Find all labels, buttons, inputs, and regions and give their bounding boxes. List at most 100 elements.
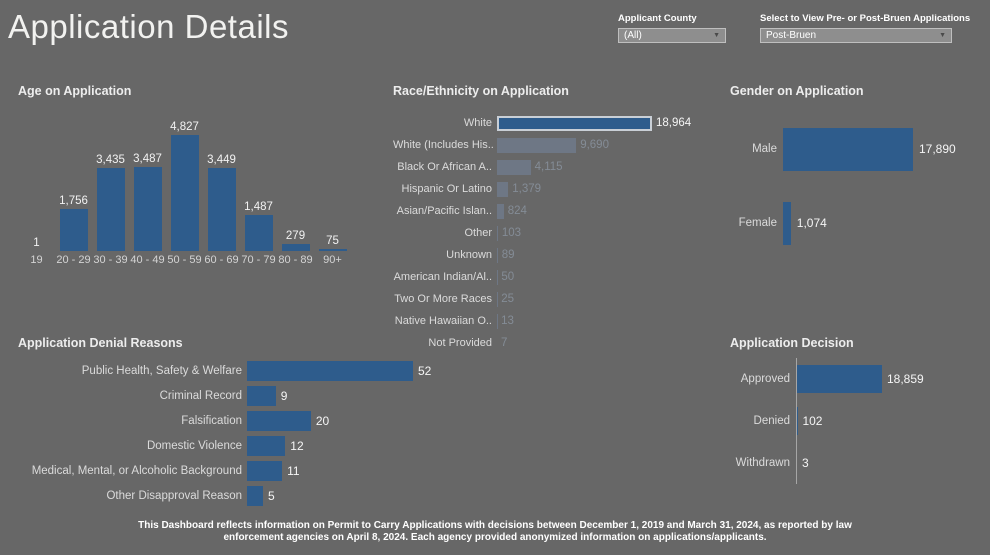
bar-column: 279 bbox=[277, 111, 314, 251]
plot-area: Public Health, Safety & Welfare 52 Crimina… bbox=[18, 358, 448, 508]
value-label: 3 bbox=[802, 456, 809, 470]
bar-area: 7 bbox=[497, 332, 708, 354]
bar[interactable] bbox=[497, 115, 652, 131]
bar-row: Medical, Mental, or Alcoholic Background… bbox=[18, 458, 448, 483]
bar[interactable] bbox=[783, 127, 913, 171]
page-title: Application Details bbox=[8, 8, 289, 45]
bar[interactable] bbox=[497, 159, 531, 175]
category-label: 20 - 29 bbox=[56, 254, 91, 266]
category-label: 60 - 69 bbox=[204, 254, 239, 266]
bar[interactable] bbox=[797, 365, 882, 393]
chart-title: Application Decision bbox=[730, 336, 854, 350]
bar[interactable] bbox=[244, 215, 273, 251]
value-label: 9 bbox=[280, 388, 288, 403]
bar-row: Other Disapproval Reason 5 bbox=[18, 483, 448, 508]
bar[interactable] bbox=[497, 247, 498, 263]
plot-area: Approved 18,859 Denied 102 Withdrawn 3 bbox=[730, 358, 988, 484]
value-label: 17,890 bbox=[919, 142, 956, 156]
category-label: White bbox=[463, 117, 492, 129]
bar[interactable] bbox=[497, 225, 498, 241]
value-label: 75 bbox=[326, 235, 339, 248]
bar-row: Male 17,890 bbox=[730, 112, 988, 186]
bar-row: Female 1,074 bbox=[730, 186, 988, 260]
category-label: Withdrawn bbox=[735, 457, 790, 469]
bar[interactable] bbox=[59, 208, 88, 251]
category-label: Other bbox=[464, 227, 492, 239]
category-label: Female bbox=[738, 217, 777, 229]
bar-column: 3,449 bbox=[203, 111, 240, 251]
value-label: 50 bbox=[501, 271, 515, 283]
bar[interactable] bbox=[247, 385, 276, 406]
value-label: 1,756 bbox=[59, 194, 88, 207]
bar[interactable] bbox=[96, 168, 125, 251]
bar[interactable] bbox=[247, 460, 283, 481]
value-label: 52 bbox=[418, 363, 432, 378]
value-label: 13 bbox=[501, 315, 514, 327]
category-label: Domestic Violence bbox=[146, 439, 242, 452]
bar-area: 3 bbox=[796, 442, 988, 484]
chart-title: Age on Application bbox=[18, 84, 132, 98]
value-label: 89 bbox=[501, 249, 515, 261]
applicant-county-select[interactable]: (All) ▼ bbox=[618, 28, 726, 43]
bar[interactable] bbox=[247, 410, 311, 431]
bar-area: 89 bbox=[497, 244, 708, 266]
bar[interactable] bbox=[497, 137, 577, 153]
chevron-down-icon: ▼ bbox=[713, 32, 720, 39]
bar-row: Withdrawn 3 bbox=[730, 442, 988, 484]
category-label: American Indian/Al.. bbox=[393, 271, 492, 283]
filter-applicant-county: Applicant County (All) ▼ bbox=[618, 13, 726, 43]
bar-row: Not Provided 7 bbox=[393, 332, 708, 354]
value-label: 824 bbox=[507, 205, 527, 217]
value-label: 20 bbox=[315, 413, 330, 428]
value-label: 3,449 bbox=[207, 154, 236, 167]
category-label: 90+ bbox=[323, 254, 342, 266]
value-label: 9,690 bbox=[580, 139, 609, 151]
bar-area: 1,074 bbox=[783, 186, 988, 260]
bar-column: 3,435 bbox=[92, 111, 129, 251]
bar[interactable] bbox=[318, 249, 347, 251]
bar-area: 9 bbox=[247, 383, 448, 408]
bar[interactable] bbox=[281, 244, 310, 251]
bar-area: 12 bbox=[247, 433, 448, 458]
bar-area: 18,859 bbox=[796, 358, 988, 400]
bar[interactable] bbox=[247, 360, 413, 381]
category-label: Two Or More Races bbox=[394, 293, 492, 305]
value-label: 1 bbox=[33, 236, 40, 249]
bar-area: 52 bbox=[247, 358, 448, 383]
bruen-select[interactable]: Post-Bruen ▼ bbox=[760, 28, 952, 43]
bar-area: 11 bbox=[247, 458, 448, 483]
bar-area: 13 bbox=[497, 310, 708, 332]
bar-row: White (Includes His.. 9,690 bbox=[393, 134, 708, 156]
footer: This Dashboard reflects information on P… bbox=[0, 520, 990, 545]
bar[interactable] bbox=[497, 181, 509, 197]
bar-column: 1 bbox=[18, 111, 55, 251]
category-label: 50 - 59 bbox=[167, 254, 202, 266]
value-label: 279 bbox=[285, 230, 306, 243]
bar-area: 4,115 bbox=[497, 156, 708, 178]
bar-row: Hispanic Or Latino 1,379 bbox=[393, 178, 708, 200]
bar[interactable] bbox=[133, 167, 162, 251]
bar-row: White 18,964 bbox=[393, 112, 708, 134]
bar-area: 9,690 bbox=[497, 134, 708, 156]
bar-row: American Indian/Al.. 50 bbox=[393, 266, 708, 288]
value-label: 4,115 bbox=[534, 161, 563, 173]
category-label: Public Health, Safety & Welfare bbox=[81, 364, 242, 377]
value-label: 25 bbox=[501, 293, 514, 305]
category-label: Asian/Pacific Islan.. bbox=[396, 205, 492, 217]
value-label: 7 bbox=[501, 337, 508, 349]
bar[interactable] bbox=[247, 485, 263, 506]
value-label: 103 bbox=[501, 227, 522, 239]
bar-area: 20 bbox=[247, 408, 448, 433]
filter-bruen: Select to View Pre- or Post-Bruen Applic… bbox=[760, 13, 970, 43]
bar[interactable] bbox=[247, 435, 286, 456]
bar[interactable] bbox=[170, 135, 199, 251]
value-label: 12 bbox=[290, 438, 304, 453]
category-label: 80 - 89 bbox=[278, 254, 313, 266]
bar[interactable] bbox=[783, 201, 791, 245]
bar[interactable] bbox=[207, 168, 236, 251]
bar[interactable] bbox=[497, 203, 504, 219]
value-label: 1,487 bbox=[244, 201, 273, 214]
footer-text: This Dashboard reflects information on P… bbox=[138, 520, 852, 543]
bar-row: Black Or African A.. 4,115 bbox=[393, 156, 708, 178]
plot-area: Male 17,890 Female 1,074 bbox=[730, 112, 988, 260]
